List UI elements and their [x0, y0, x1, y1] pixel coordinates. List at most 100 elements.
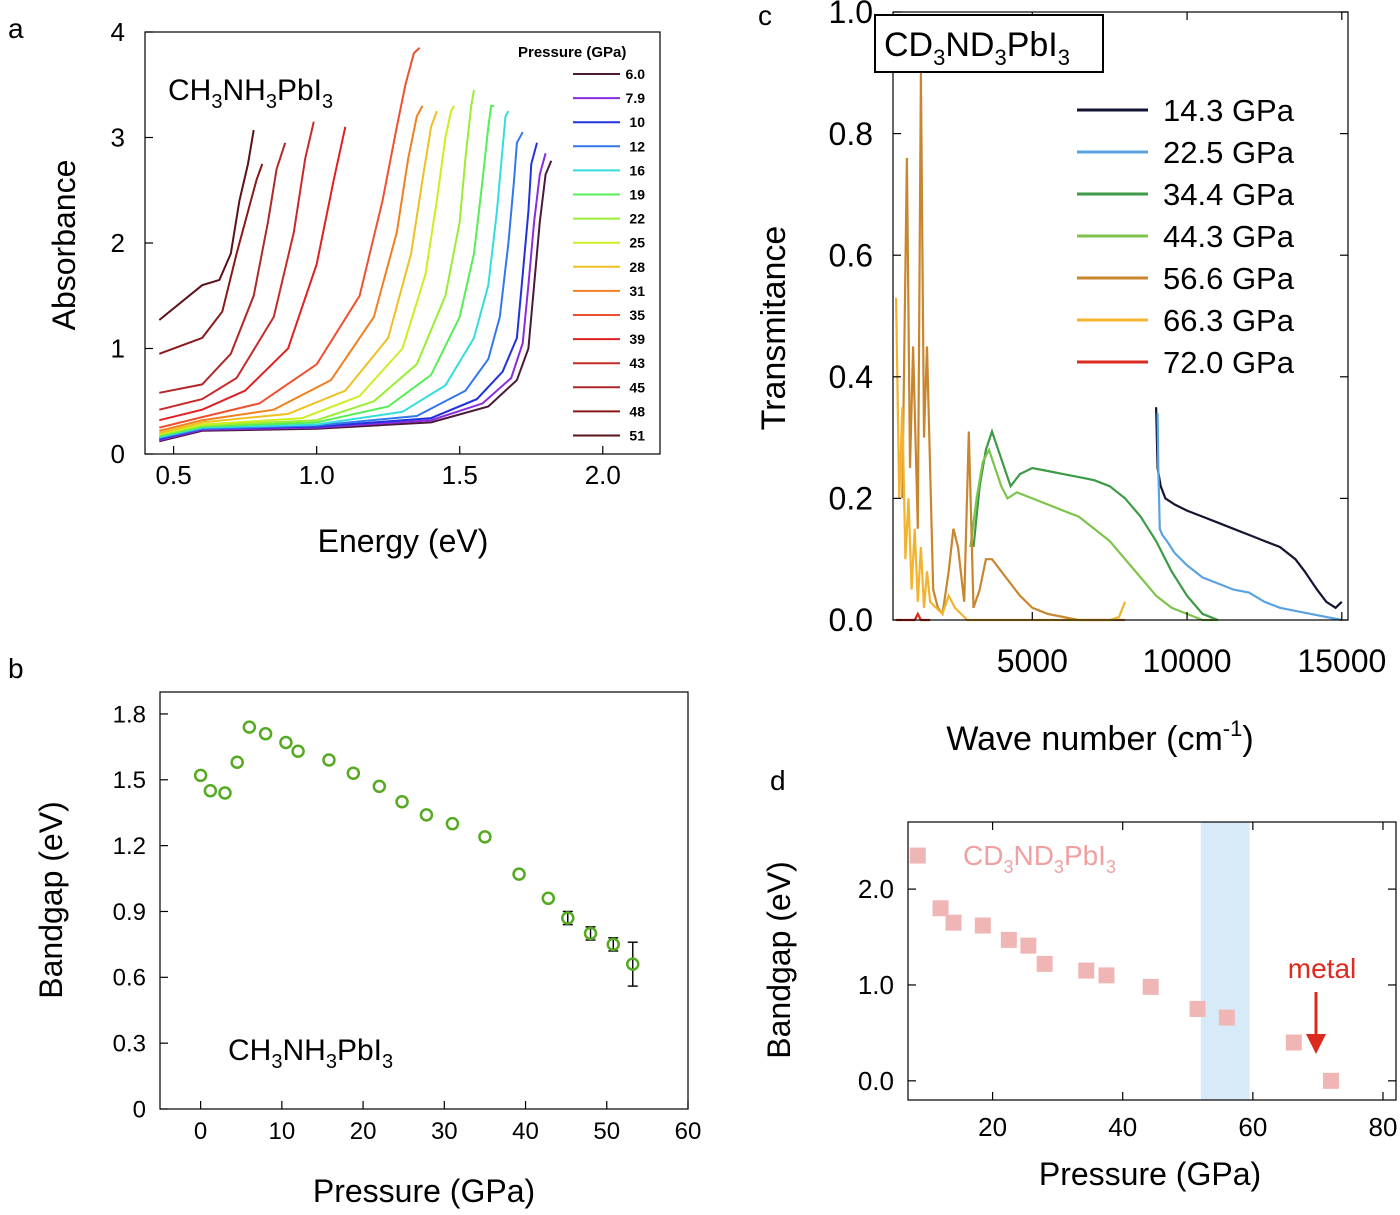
panel-a-legend-title: Pressure (GPa) — [518, 44, 626, 61]
bandgap-squares — [909, 847, 1339, 1089]
absorbance-line-10 — [159, 142, 538, 441]
panel-c-compound-box — [874, 14, 1104, 73]
bandgap-point — [626, 957, 640, 971]
x-tick-label: 30 — [431, 1118, 458, 1145]
bandgap-square — [1189, 1000, 1206, 1017]
x-tick-label: 60 — [675, 1118, 702, 1145]
panel-a-xlabel: Energy (eV) — [318, 523, 489, 559]
metal-arrow — [1306, 992, 1326, 1054]
absorbance-line-16 — [159, 110, 510, 439]
panel-label-c: c — [758, 0, 772, 31]
panel-b-compound-sub3: 3 — [382, 1051, 393, 1073]
panel-c-xlabel: Wave number (cm-1) — [946, 716, 1253, 758]
panel-d: 20 40 60 800.01.02.0 CD3ND3PbI3 metal Press… — [761, 821, 1397, 1192]
bandgap-square — [1285, 1034, 1302, 1051]
transmitance-line — [1156, 413, 1343, 622]
bandgap-point — [279, 735, 293, 750]
legend-label-7.9: 7.9 — [626, 90, 646, 106]
y-tick-label: 1.5 — [113, 767, 146, 794]
legend-label-51: 51 — [629, 428, 645, 444]
legend-label: 22.5 GPa — [1163, 135, 1295, 170]
panel-a-axes: 0.5 1.0 1.5 2.0 0 1 2 3 4 — [111, 17, 621, 490]
panel-b-compound-mid: NH — [282, 1034, 325, 1067]
x-tick-label: 50 — [593, 1118, 620, 1145]
legend-label-35: 35 — [629, 307, 645, 323]
y-tick-label: 0.6 — [829, 237, 873, 273]
legend-label: 56.6 GPa — [1163, 261, 1295, 296]
bandgap-square — [1322, 1072, 1339, 1089]
panel-a-legend: 6.0 7.9 10 12 16 19 22 25 28 31 35 39 43 45 48 51 — [573, 66, 645, 444]
bandgap-point — [258, 726, 273, 741]
x-tick-label: 10 — [268, 1118, 295, 1145]
panel-c-axes: 5000 10000 15000 0.0 0.2 0.4 0.6 0.8 1.0 — [829, 0, 1387, 679]
x-tick-label: 1.5 — [442, 460, 478, 490]
bandgap-square — [1078, 962, 1095, 979]
legend-label-48: 48 — [629, 403, 645, 419]
bandgap-point — [395, 794, 409, 809]
panel-a-compound-tail: PbI — [277, 74, 322, 107]
transmitance-line — [972, 428, 1219, 622]
y-tick-label: 3 — [111, 123, 125, 153]
absorbance-line-31 — [159, 105, 424, 432]
y-tick-label: 0.3 — [113, 1031, 146, 1058]
bandgap-square — [945, 914, 962, 931]
panel-c-compound-sub1: 3 — [933, 45, 945, 70]
panel-d-compound-sub3: 3 — [1106, 857, 1116, 877]
panel-c-frame — [892, 11, 1349, 621]
panel-d-compound-tail: PbI — [1064, 840, 1106, 871]
bandgap-point — [230, 755, 244, 769]
absorbance-line-25 — [159, 105, 455, 435]
panel-label-a: a — [8, 13, 24, 44]
panel-label-b: b — [8, 653, 24, 684]
panel-d-compound-mid: ND — [1013, 840, 1053, 871]
bandgap-square — [909, 847, 926, 864]
bandgap-point — [322, 753, 336, 767]
absorbance-line-35 — [159, 47, 421, 429]
y-tick-label: 1.0 — [829, 0, 873, 30]
panel-d-compound-base: CD — [963, 840, 1003, 871]
bandgap-square — [1000, 931, 1017, 948]
panel-b-axes: 0 10 20 30 40 50 60 0 0.3 0.6 0.9 1.2 1.5 1.8 — [113, 701, 702, 1145]
legend-label-43: 43 — [629, 355, 645, 371]
x-tick-label: 60 — [1238, 1112, 1267, 1142]
panel-b-frame — [159, 691, 689, 1110]
y-tick-label: 0.4 — [829, 359, 873, 395]
panel-c-compound-tail: PbI — [1007, 26, 1058, 64]
y-tick-label: 2.0 — [858, 874, 894, 904]
panel-b-compound-base: CH — [228, 1034, 271, 1067]
panel-b: 0 10 20 30 40 50 60 0 0.3 0.6 0.9 1.2 1.5 1.8 Pressur… — [33, 691, 702, 1209]
x-tick-label: 20 — [978, 1112, 1007, 1142]
legend-label: 14.3 GPa — [1163, 93, 1295, 128]
transmitance-line — [901, 72, 1126, 622]
absorbance-line-7.9 — [159, 153, 547, 442]
bandgap-points — [193, 720, 640, 987]
bandgap-point — [419, 808, 434, 822]
legend-label: 66.3 GPa — [1163, 303, 1295, 338]
legend-label-19: 19 — [629, 187, 645, 203]
bandgap-point — [561, 911, 575, 925]
x-tick-label: 0.5 — [156, 460, 192, 490]
y-tick-label: 4 — [111, 17, 125, 47]
panel-b-compound-tail: PbI — [337, 1034, 382, 1067]
x-tick-label: 1.0 — [299, 460, 335, 490]
legend-label: 72.0 GPa — [1163, 345, 1295, 380]
panel-label-d: d — [770, 765, 786, 796]
panel-c-xlabel-end: ) — [1242, 720, 1253, 758]
y-tick-label: 1 — [111, 334, 125, 364]
absorbance-line-51 — [158, 129, 255, 321]
panel-c-compound-sub2: 3 — [994, 45, 1006, 70]
legend-label-12: 12 — [629, 138, 645, 154]
legend-label-45: 45 — [629, 379, 645, 395]
panel-b-compound-sub1: 3 — [271, 1051, 282, 1073]
panel-a-ylabel: Absorbance — [46, 160, 82, 331]
legend-label: 44.3 GPa — [1163, 219, 1295, 254]
bandgap-point — [242, 720, 257, 734]
x-tick-label: 15000 — [1297, 643, 1386, 679]
y-tick-label: 1.0 — [858, 970, 894, 1000]
panel-c-compound: CD3ND3PbI3 — [884, 26, 1070, 70]
legend-label-22: 22 — [629, 211, 645, 227]
bandgap-point — [512, 867, 526, 881]
panel-d-xlabel: Pressure (GPa) — [1039, 1156, 1261, 1192]
